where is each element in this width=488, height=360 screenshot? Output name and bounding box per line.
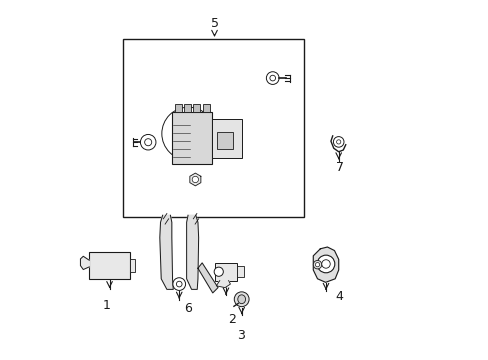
Circle shape xyxy=(269,75,275,81)
Text: 2: 2 xyxy=(228,313,236,326)
Polygon shape xyxy=(198,263,218,293)
Circle shape xyxy=(313,260,321,269)
Ellipse shape xyxy=(234,292,248,307)
Polygon shape xyxy=(160,215,173,289)
Circle shape xyxy=(214,267,223,276)
Ellipse shape xyxy=(237,295,245,303)
Text: 1: 1 xyxy=(103,299,111,312)
Bar xyxy=(237,266,244,277)
Circle shape xyxy=(317,255,334,273)
Circle shape xyxy=(321,260,329,268)
Polygon shape xyxy=(186,215,198,289)
Polygon shape xyxy=(313,247,338,282)
Circle shape xyxy=(140,134,156,150)
Polygon shape xyxy=(81,256,89,270)
Circle shape xyxy=(192,176,198,183)
Polygon shape xyxy=(189,173,201,186)
Circle shape xyxy=(173,278,185,291)
Bar xyxy=(193,104,200,112)
Text: 7: 7 xyxy=(335,161,343,174)
Circle shape xyxy=(266,72,279,85)
Text: 5: 5 xyxy=(210,17,218,30)
Bar xyxy=(184,104,191,112)
Bar xyxy=(175,104,182,112)
Bar xyxy=(122,39,304,217)
Circle shape xyxy=(315,262,319,267)
Text: 4: 4 xyxy=(335,290,343,303)
Bar xyxy=(214,263,237,280)
Bar xyxy=(130,259,135,272)
Text: 6: 6 xyxy=(184,302,192,315)
Circle shape xyxy=(176,281,182,287)
Circle shape xyxy=(333,136,343,147)
Bar xyxy=(217,132,233,149)
Circle shape xyxy=(144,139,151,146)
Polygon shape xyxy=(216,280,230,288)
Text: 3: 3 xyxy=(237,329,244,342)
Bar xyxy=(89,252,130,279)
Bar xyxy=(171,112,212,163)
Bar xyxy=(202,104,209,112)
Bar xyxy=(212,120,242,158)
Circle shape xyxy=(336,140,340,144)
